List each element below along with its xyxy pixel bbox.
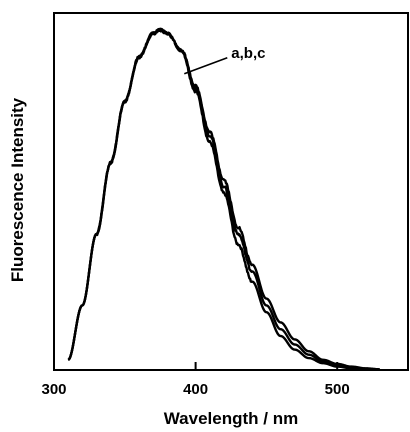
series-line-1 bbox=[68, 29, 380, 370]
x-axis-ticks: 300 400 500 bbox=[41, 362, 349, 398]
y-axis-title: Fluorescence Intensity bbox=[8, 97, 27, 282]
plot-frame bbox=[54, 13, 408, 370]
series-line-3 bbox=[68, 29, 380, 369]
series-layer bbox=[68, 29, 380, 370]
series-line-2 bbox=[68, 29, 380, 369]
x-tick-label-400: 400 bbox=[183, 381, 208, 398]
annotation-label: a,b,c bbox=[231, 45, 265, 62]
x-tick-label-500: 500 bbox=[325, 381, 350, 398]
annotation-leader-line bbox=[184, 58, 227, 74]
x-axis-title: Wavelength / nm bbox=[164, 409, 298, 428]
x-tick-label-300: 300 bbox=[41, 381, 66, 398]
